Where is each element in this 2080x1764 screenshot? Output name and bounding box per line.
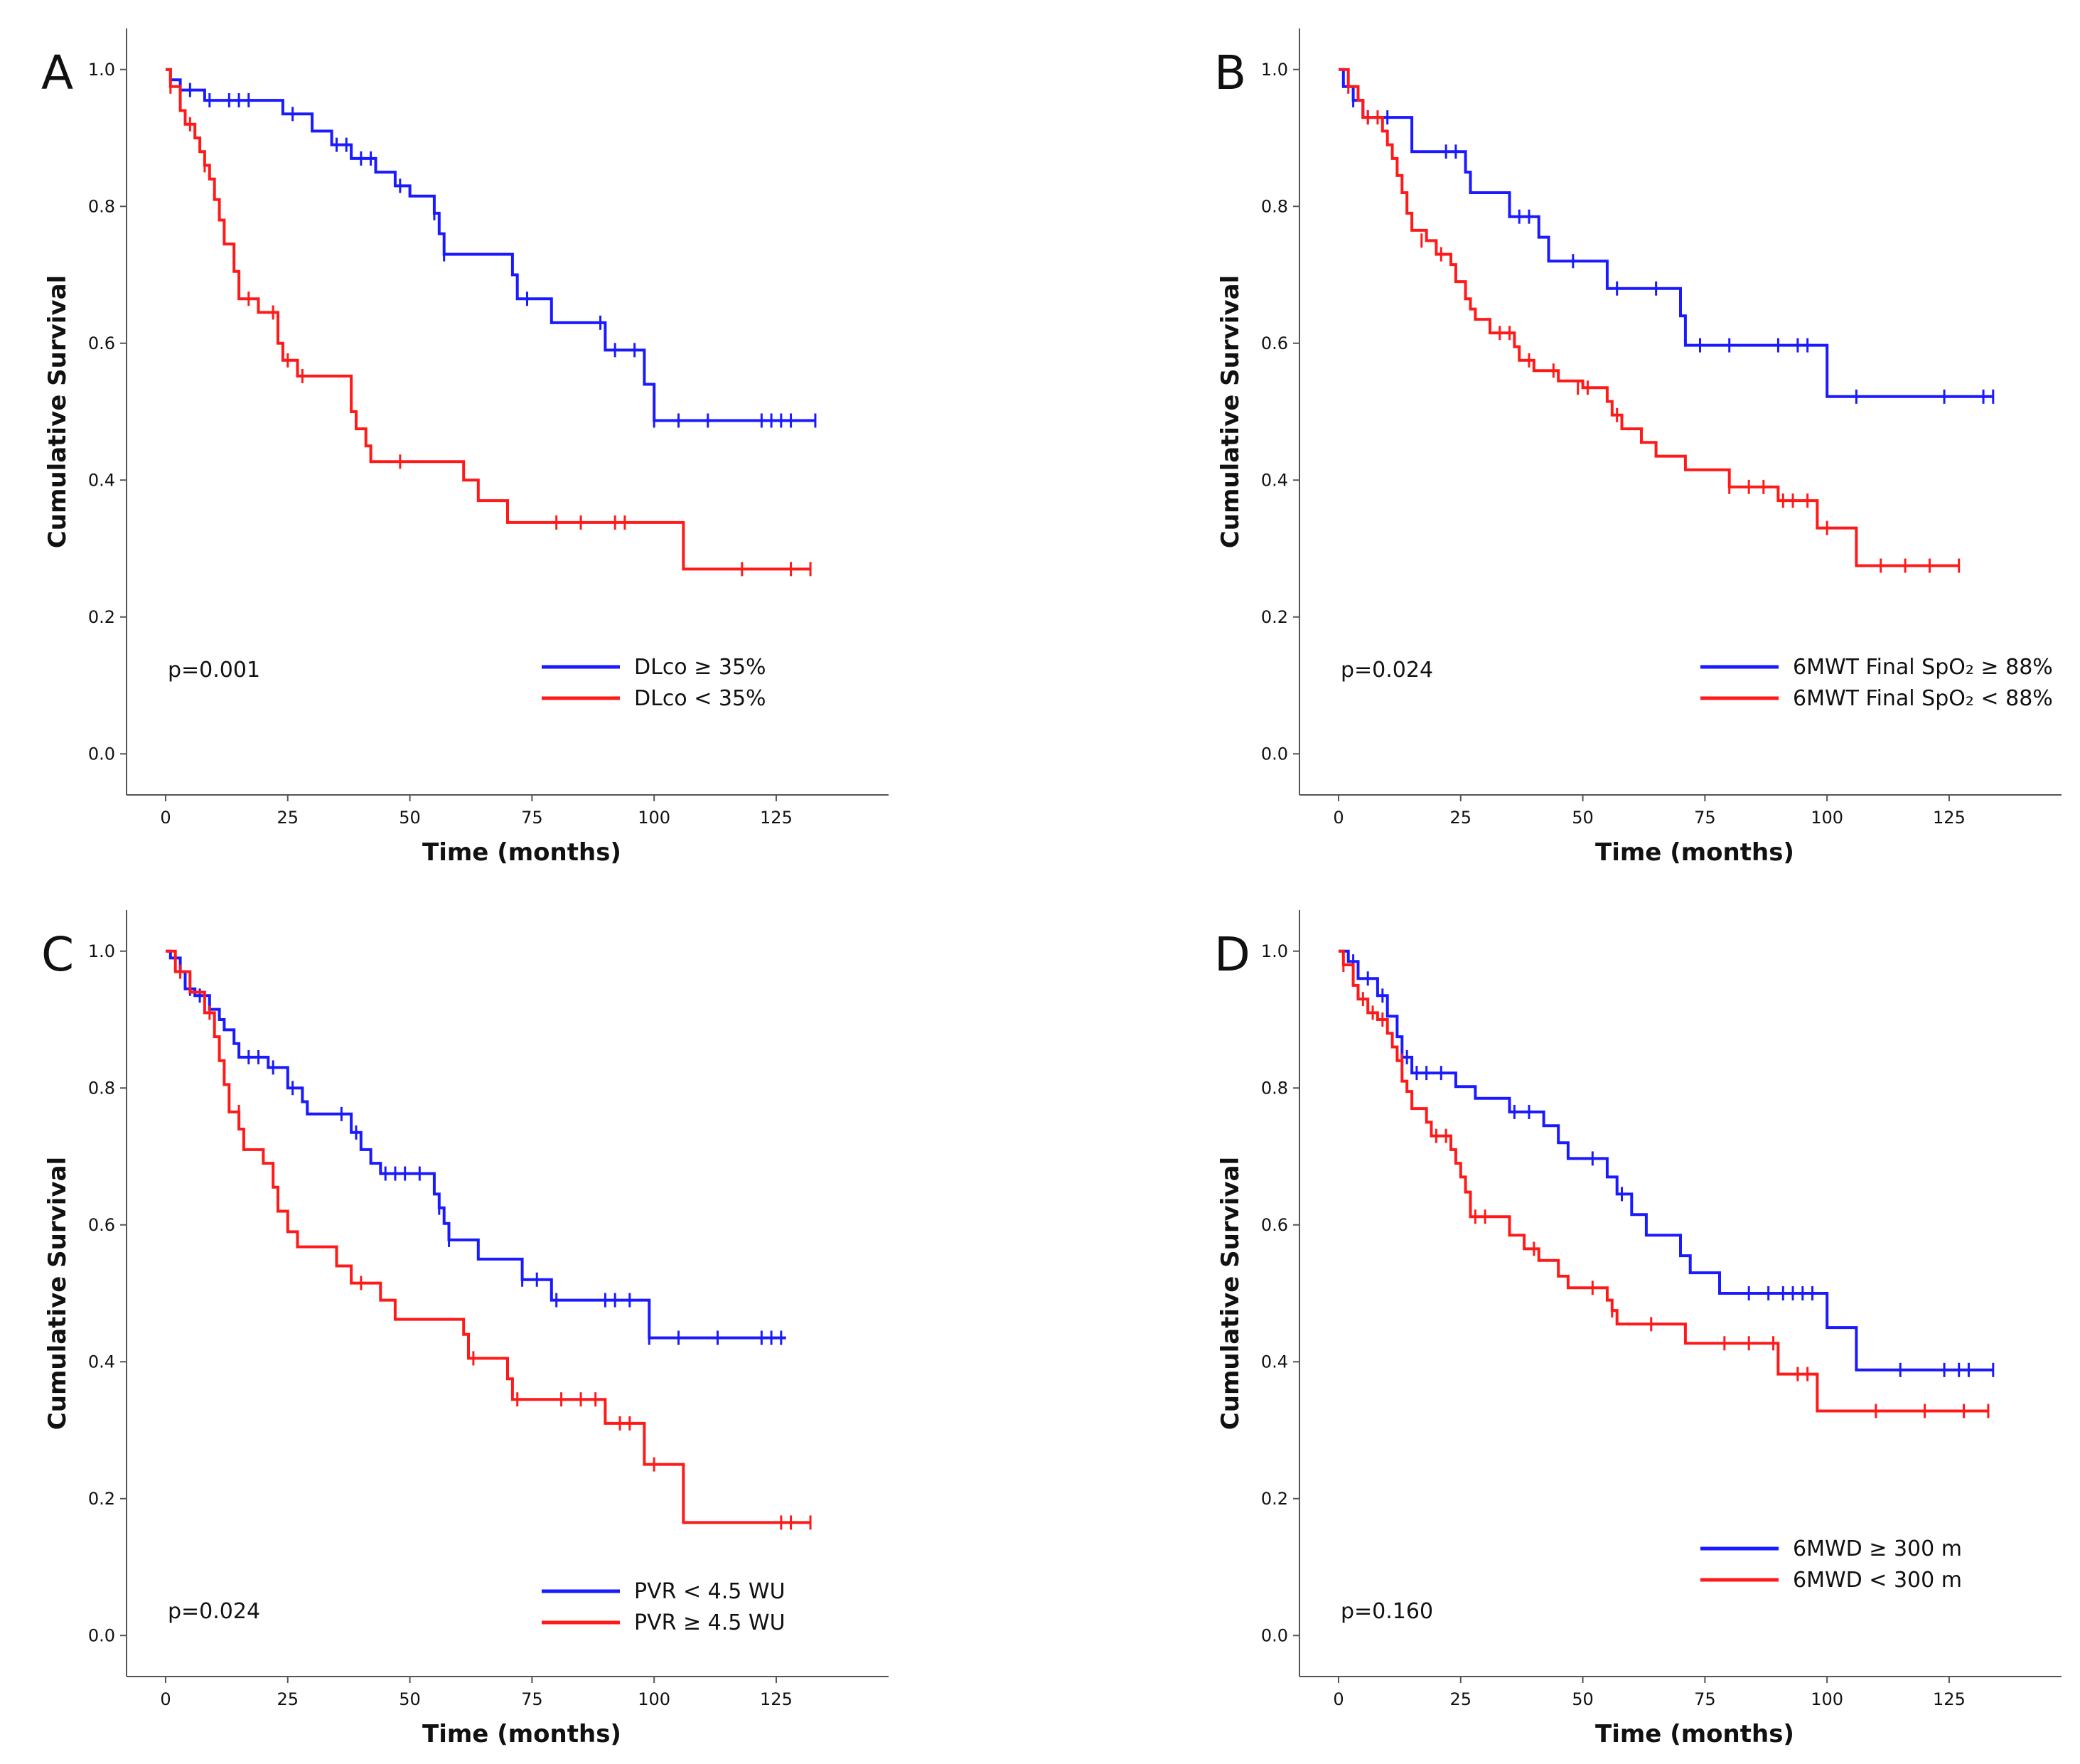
legend-label: PVR < 4.5 WU	[634, 1579, 786, 1604]
series-blue	[1339, 949, 1995, 1377]
series-red	[1339, 949, 1990, 1418]
y-axis-title: Cumulative Survival	[43, 1157, 72, 1430]
series-red	[1339, 68, 1961, 573]
panel-c: C 0.0 0.2 0.4 0.6 0.8 1.0 0 25 50 75 100 125 Time (mo…	[41, 910, 889, 1748]
x-axis-title: Time (months)	[422, 838, 621, 867]
x-tick-label: 75	[521, 1689, 543, 1709]
panel-letter: A	[41, 46, 73, 100]
y-tick-label: 0.8	[1261, 196, 1288, 216]
x-tick-label: 75	[521, 808, 543, 828]
x-tick-label: 0	[1333, 808, 1344, 828]
x-tick-label: 25	[277, 1689, 299, 1709]
y-tick-label: 0.4	[1261, 1352, 1288, 1372]
series-red	[166, 949, 812, 1530]
x-tick-label: 0	[1333, 1689, 1344, 1709]
panel-a: A 0.0 0.2 0.4 0.6 0.8 1.0 0 25 50 75 100 125 Time (mo…	[41, 28, 889, 867]
y-tick-label: 0.2	[1261, 607, 1288, 627]
x-tick-label: 100	[638, 1689, 670, 1709]
legend-label: 6MWT Final SpO₂ ≥ 88%	[1793, 655, 2053, 680]
y-tick-label: 0.6	[1261, 333, 1288, 353]
panel-b: B 0.0 0.2 0.4 0.6 0.8 1.0 0 25 50 75 100 125 Time (mo…	[1214, 28, 2062, 867]
x-tick-label: 125	[760, 808, 793, 828]
y-tick-label: 0.6	[88, 1215, 115, 1235]
legend-label: 6MWD < 300 m	[1793, 1568, 1962, 1593]
y-tick-label: 0.6	[88, 333, 115, 353]
y-tick-label: 0.0	[88, 744, 115, 764]
x-tick-label: 50	[1572, 1689, 1594, 1709]
p-value: p=0.024	[1341, 658, 1433, 683]
y-tick-label: 0.4	[88, 1352, 115, 1372]
survival-step-line	[166, 68, 815, 422]
x-tick-label: 125	[760, 1689, 793, 1709]
x-tick-label: 75	[1694, 1689, 1716, 1709]
x-axis-title: Time (months)	[1595, 1720, 1794, 1748]
survival-step-line	[1339, 68, 1959, 567]
x-tick-label: 0	[160, 1689, 171, 1709]
legend-label: DLco ≥ 35%	[634, 655, 766, 680]
survival-step-line	[1339, 949, 1993, 1372]
y-axis-title: Cumulative Survival	[43, 275, 72, 548]
y-tick-label: 1.0	[88, 941, 115, 961]
y-tick-label: 1.0	[1261, 60, 1288, 80]
survival-step-line	[166, 949, 786, 1340]
y-tick-label: 0.8	[88, 1078, 115, 1098]
x-tick-label: 75	[1694, 808, 1716, 828]
series-blue	[1339, 68, 1995, 404]
x-tick-label: 25	[1449, 808, 1471, 828]
x-axis-title: Time (months)	[1595, 838, 1794, 867]
y-tick-label: 0.2	[1261, 1489, 1288, 1509]
panel-letter: D	[1214, 927, 1250, 982]
panel-letter: B	[1214, 46, 1246, 100]
x-tick-label: 125	[1933, 1689, 1966, 1709]
x-axis-title: Time (months)	[422, 1720, 621, 1748]
series-red	[166, 68, 812, 577]
y-tick-label: 0.4	[1261, 470, 1288, 490]
p-value: p=0.024	[168, 1599, 260, 1624]
x-tick-label: 50	[399, 1689, 421, 1709]
panel-d: D 0.0 0.2 0.4 0.6 0.8 1.0 0 25 50 75 100 125 Time (mo…	[1214, 910, 2062, 1748]
series-blue	[166, 949, 786, 1345]
survival-step-line	[1339, 949, 1988, 1413]
y-axis-title: Cumulative Survival	[1216, 1157, 1245, 1430]
p-value: p=0.001	[168, 658, 260, 683]
x-tick-label: 100	[1811, 808, 1843, 828]
legend-label: 6MWD ≥ 300 m	[1793, 1536, 1962, 1561]
y-tick-label: 0.2	[88, 1489, 115, 1509]
y-tick-label: 0.0	[1261, 1625, 1288, 1645]
survival-step-line	[166, 949, 811, 1524]
x-tick-label: 125	[1933, 808, 1966, 828]
x-tick-label: 0	[160, 808, 171, 828]
y-axis-title: Cumulative Survival	[1216, 275, 1245, 548]
series-blue	[166, 68, 817, 428]
x-tick-label: 50	[399, 808, 421, 828]
x-tick-label: 50	[1572, 808, 1594, 828]
x-tick-label: 25	[277, 808, 299, 828]
y-tick-label: 0.8	[1261, 1078, 1288, 1098]
survival-step-line	[1339, 68, 1993, 398]
x-tick-label: 100	[1811, 1689, 1843, 1709]
y-tick-label: 0.8	[88, 196, 115, 216]
x-tick-label: 25	[1449, 1689, 1471, 1709]
panel-letter: C	[41, 927, 74, 982]
y-tick-label: 0.0	[88, 1625, 115, 1645]
y-tick-label: 1.0	[1261, 941, 1288, 961]
y-tick-label: 1.0	[88, 60, 115, 80]
legend-label: PVR ≥ 4.5 WU	[634, 1610, 786, 1635]
p-value: p=0.160	[1341, 1599, 1433, 1624]
y-tick-label: 0.2	[88, 607, 115, 627]
y-tick-label: 0.4	[88, 470, 115, 490]
legend-label: 6MWT Final SpO₂ < 88%	[1793, 686, 2053, 711]
y-tick-label: 0.0	[1261, 744, 1288, 764]
x-tick-label: 100	[638, 808, 670, 828]
survival-step-line	[166, 68, 811, 571]
y-tick-label: 0.6	[1261, 1215, 1288, 1235]
legend-label: DLco < 35%	[634, 686, 766, 711]
